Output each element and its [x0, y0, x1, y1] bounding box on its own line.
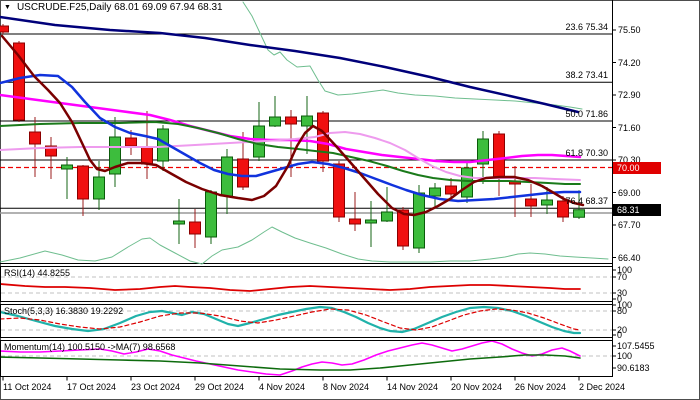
symbol-dropdown-icon[interactable]: ▼ [4, 4, 11, 11]
chart-title-bar: ▼ USCRUDE.F25,Daily 68.01 69.09 67.94 68.… [4, 2, 223, 14]
candle [189, 221, 201, 235]
candle [301, 115, 313, 127]
candle [349, 218, 361, 225]
candle [365, 219, 377, 224]
candle [77, 165, 89, 200]
price-tick-label: 75.50 [618, 25, 641, 35]
candle [557, 200, 569, 218]
momentum-scale-label: 90.6183 [617, 363, 650, 373]
momentum-line [1, 341, 581, 376]
envelope-upper [242, 1, 583, 110]
candle [141, 146, 153, 165]
candle [45, 145, 57, 157]
stochastic-scale-label: 20 [617, 325, 628, 335]
candle [13, 42, 25, 121]
candle [221, 156, 233, 197]
fib-level-label: 38.2 73.41 [565, 70, 608, 81]
candle [573, 209, 585, 218]
candle [61, 164, 73, 170]
candle [109, 136, 121, 175]
candle [205, 191, 217, 238]
date-label: 8 Nov 2024 [323, 382, 370, 392]
price-tick-label: 67.70 [618, 220, 641, 230]
momentum-panel-title: Momentum(14) 100.5150 ->MA(7) 98.6568 [4, 342, 176, 352]
price-tick-label: 69.00 [618, 187, 641, 198]
rsi-panel-frame [0, 266, 613, 302]
stochastic-panel-title: Stoch(5,3,3) 16.3830 19.2292 [4, 306, 124, 316]
rsi-panel-title: RSI(14) 44.8255 [4, 268, 71, 278]
date-label: 23 Oct 2024 [131, 382, 181, 392]
rsi-scale-label: 30 [617, 288, 628, 298]
candle [413, 192, 425, 249]
momentum-scale-label: 100 [617, 351, 633, 361]
fib-level-label: 50.0 71.86 [565, 109, 608, 119]
price-tick-label: 70.30 [618, 155, 641, 165]
candle [237, 158, 249, 188]
candle [525, 198, 537, 207]
candle [541, 199, 553, 206]
stochastic-scale-label: 80 [617, 306, 628, 316]
date-label: 11 Oct 2024 [3, 382, 52, 392]
envelope-lower [0, 226, 609, 265]
chart-title: USCRUDE.F25,Daily 68.01 69.09 67.94 68.3… [16, 2, 223, 13]
date-label: 20 Nov 2024 [451, 382, 503, 392]
momentum-scale-label: 107.5455 [617, 341, 655, 351]
rsi-line [1, 283, 581, 292]
stoch-signal [1, 308, 581, 331]
price-tick-label: 66.40 [618, 252, 641, 263]
candle [461, 167, 473, 198]
date-label: 17 Oct 2024 [67, 382, 117, 392]
candle [333, 163, 345, 218]
date-label: 4 Nov 2024 [259, 382, 306, 392]
stoch-main [1, 305, 582, 335]
candle [93, 176, 105, 200]
date-label: 26 Nov 2024 [515, 382, 567, 392]
price-tick-label: 74.20 [618, 57, 641, 68]
fib-level-label: 76.4 68.37 [565, 196, 608, 207]
stochastic-scale-label: 0 [617, 330, 623, 340]
ma-navy-longterm [0, 15, 580, 114]
ma-darkgreen [0, 121, 581, 185]
stochastic-scale-label: 100 [617, 300, 633, 310]
rsi-scale-label: 70 [617, 272, 628, 282]
ma-blue [0, 73, 582, 203]
candle [493, 133, 505, 178]
date-label: 14 Nov 2024 [387, 382, 439, 392]
ma-maroon-fast [0, 34, 585, 217]
date-label: 29 Oct 2024 [195, 382, 245, 392]
fib-level-label: 23.6 75.34 [565, 22, 608, 32]
candle [173, 220, 185, 225]
candle [269, 116, 281, 127]
candle [397, 209, 409, 247]
momentum-panel-frame [0, 340, 613, 377]
price-tick-label: 71.60 [618, 122, 641, 133]
rsi-scale-label: 100 [617, 265, 633, 275]
candle [125, 137, 137, 147]
fib-level-label: 61.8 70.30 [565, 148, 608, 158]
price-tick-label: 72.90 [618, 90, 641, 100]
candle [429, 187, 441, 197]
momentum-ma [1, 354, 581, 371]
candle [285, 116, 297, 125]
price-level-badge[interactable]: 70.00 [613, 161, 661, 174]
candle [29, 131, 41, 145]
current-price-badge: 68.31 [613, 203, 661, 216]
candle [477, 138, 489, 165]
candle [0, 25, 9, 33]
stochastic-panel-frame [0, 304, 613, 338]
rsi-scale-label: 0 [617, 294, 623, 304]
candle [445, 185, 457, 195]
candle [381, 211, 393, 222]
date-label: 2 Dec 2024 [579, 382, 626, 392]
